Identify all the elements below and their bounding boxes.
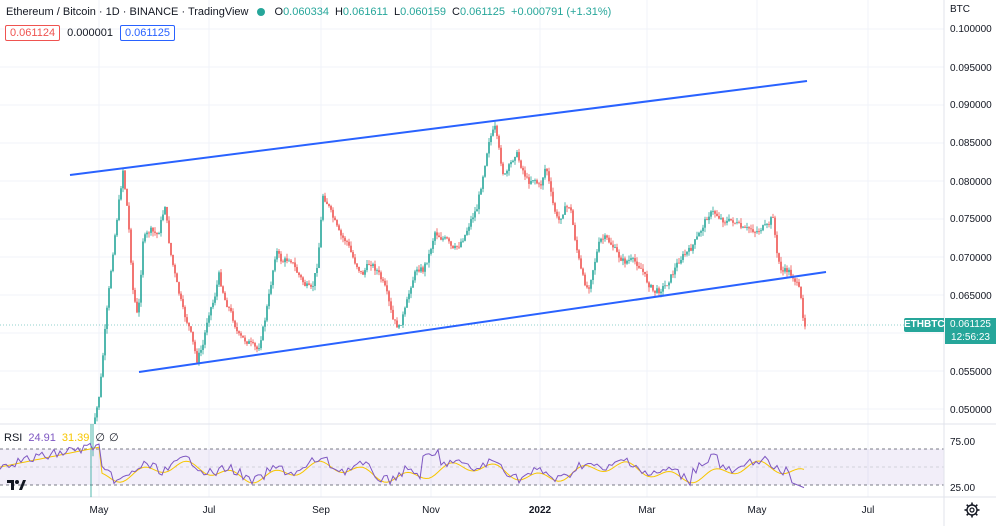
rsi-ma-value: 31.39 (61, 431, 90, 444)
bar-countdown: 12:56:23 (951, 332, 990, 343)
price-tick: 0.075000 (950, 214, 992, 225)
last-price-value: 0.061125 (950, 319, 991, 330)
spread-value: 0.000001 (67, 27, 113, 39)
open-label: O (274, 6, 284, 18)
price-tick: 0.070000 (950, 253, 992, 264)
bid-ask-row: 0.061124 0.000001 0.061125 (5, 25, 176, 41)
close-label: C (452, 6, 460, 18)
rsi-value: 24.91 (28, 431, 56, 444)
time-tick: Nov (422, 505, 440, 516)
rsi-ma-line (0, 446, 805, 484)
change-value: +0.000791 (+1.31%) (511, 6, 612, 18)
high-value: 0.061611 (342, 6, 388, 18)
channel-upper-trendline[interactable] (69, 80, 808, 176)
price-tick: 0.090000 (950, 100, 992, 111)
sell-price-button[interactable]: 0.061124 (5, 25, 61, 41)
gear-icon[interactable] (964, 502, 980, 518)
rsi-level-upper: 75.00 (950, 437, 976, 448)
rsi-legend[interactable]: RSI 24.91 31.39 ∅ ∅ (4, 431, 123, 445)
time-tick: Sep (312, 505, 330, 516)
last-price-tag: 0.061125 12:56:23 (945, 318, 996, 344)
open-value: 0.060334 (283, 6, 329, 18)
chart-legend: Ethereum / Bitcoin · 1D · BINANCE · Trad… (6, 6, 611, 18)
rsi-line (0, 442, 805, 489)
price-tick: 0.085000 (950, 138, 992, 149)
low-value: 0.060159 (400, 6, 446, 18)
close-value: 0.061125 (459, 6, 506, 18)
rsi-level-lower: 25.00 (950, 483, 976, 494)
tradingview-logo-icon[interactable] (6, 476, 26, 494)
rsi-na-value: ∅ (109, 432, 119, 444)
time-tick: Jul (202, 505, 216, 516)
time-tick: Mar (638, 505, 656, 516)
candlestick-series (90, 121, 806, 498)
market-status-dot-icon (256, 8, 265, 16)
rsi-na-value: ∅ (95, 432, 105, 444)
time-tick: Jul (861, 505, 875, 516)
price-tick: 0.055000 (950, 367, 992, 378)
price-tick: 0.050000 (950, 405, 992, 416)
price-tick: 0.080000 (950, 177, 992, 188)
time-tick-year: 2022 (528, 505, 552, 516)
currency-label[interactable]: BTC (950, 4, 970, 15)
low-label: L (393, 6, 401, 18)
time-tick: May (89, 505, 109, 516)
symbol-tag: ETHBTC (904, 318, 945, 332)
rsi-title: RSI (4, 431, 23, 444)
high-label: H (334, 6, 343, 18)
price-tick: 0.100000 (950, 24, 992, 35)
time-tick: May (747, 505, 767, 516)
price-tick: 0.065000 (950, 291, 992, 302)
symbol-title[interactable]: Ethereum / Bitcoin · 1D · BINANCE · Trad… (6, 6, 249, 18)
buy-price-button[interactable]: 0.061125 (119, 25, 176, 41)
channel-lower-trendline[interactable] (138, 271, 827, 373)
price-tick: 0.095000 (950, 63, 992, 74)
